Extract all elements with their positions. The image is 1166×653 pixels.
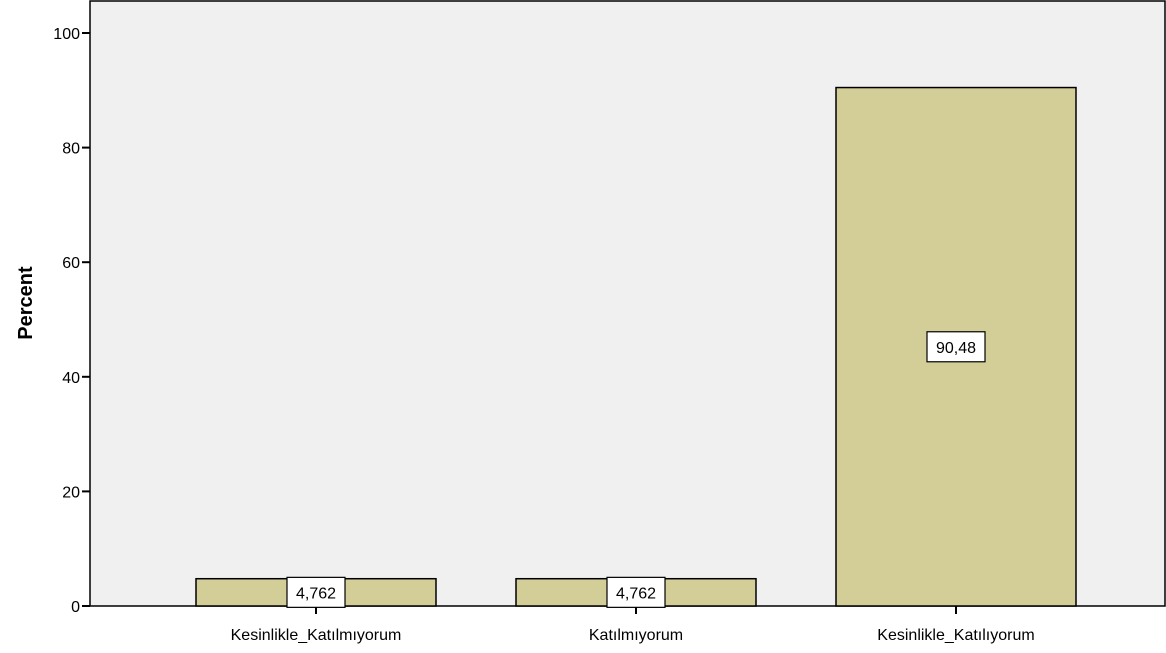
data-label: 4,762 — [616, 585, 656, 602]
data-label-box — [606, 576, 666, 608]
x-category-label: Kesinlikle_Katılıyorum — [877, 627, 1034, 644]
y-tick-label: 60 — [62, 255, 80, 272]
y-axis-title: Percent — [15, 266, 37, 340]
x-category-label: Kesinlikle_Katılmıyorum — [231, 627, 402, 644]
y-tick-label: 20 — [62, 484, 80, 501]
data-label: 90,48 — [936, 340, 976, 357]
y-tick-label: 0 — [71, 599, 80, 616]
data-label-box — [286, 576, 346, 608]
x-axis: Kesinlikle_Katılmıyorum Katılmıyorum Kesin… — [231, 606, 1035, 644]
x-category-label: Katılmıyorum — [589, 627, 683, 644]
data-label: 4,762 — [296, 585, 336, 602]
bar-series: 4,762 4,762 90,48 — [195, 86, 1077, 608]
y-tick-label: 80 — [62, 141, 80, 158]
data-label-box — [926, 331, 986, 363]
y-axis: 0 20 40 60 80 100 — [53, 26, 90, 616]
y-tick-label: 100 — [53, 26, 80, 43]
y-tick-label: 40 — [62, 370, 80, 387]
